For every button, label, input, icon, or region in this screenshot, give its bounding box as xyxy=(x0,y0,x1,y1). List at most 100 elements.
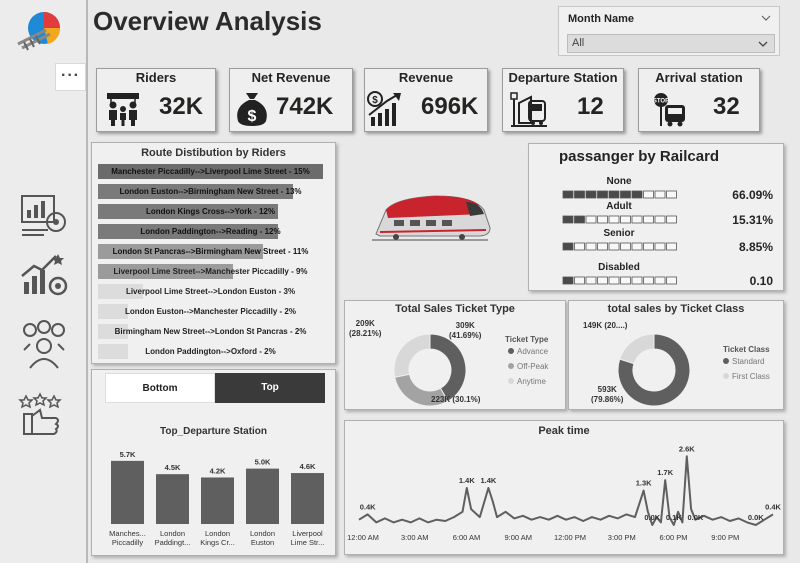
departure-bar-chart: 5.7KManches...Piccadilly4.5KLondonPaddin… xyxy=(109,450,325,547)
departure-category-label: London xyxy=(205,529,230,538)
slicer-dropdown[interactable]: All xyxy=(567,34,775,53)
route-row: London Euston-->Birmingham New Street - … xyxy=(98,184,323,199)
railcard-name: Senior xyxy=(603,228,635,239)
railcard-share-cell xyxy=(654,215,666,224)
route-label: London Euston-->Manchester Piccadilly - … xyxy=(125,307,296,316)
route-row: Liverpool Lime Street-->London Euston - … xyxy=(98,284,323,299)
departure-category-label: Piccadilly xyxy=(112,538,144,547)
route-bar xyxy=(98,224,278,239)
chart-title: passanger by Railcard xyxy=(559,148,720,165)
railcard-share-bar xyxy=(562,242,677,251)
route-bar xyxy=(98,304,128,319)
railcard-share-cell xyxy=(597,276,608,285)
train-illustration xyxy=(372,195,491,241)
month-name-slicer[interactable]: Month Name All xyxy=(558,6,780,56)
railcard-share-cell xyxy=(620,215,631,224)
slicer-selected-value: All xyxy=(572,37,585,49)
railcard-share-cell xyxy=(585,242,597,251)
x-tick-label: 12:00 PM xyxy=(554,533,586,542)
railcard-share-cell xyxy=(643,242,654,251)
railcard-share-cell xyxy=(562,242,574,251)
legend-title: Ticket Type xyxy=(505,335,549,344)
people-gear-icon[interactable] xyxy=(18,320,70,370)
railcard-share-cell xyxy=(631,215,643,224)
railcard-name: Adult xyxy=(606,201,632,212)
legend-item: First Class xyxy=(723,372,770,381)
departure-category-label: London xyxy=(160,529,185,538)
legend-item: Standard xyxy=(723,357,764,366)
departure-category-label: Liverpool xyxy=(292,529,323,538)
railcard-share-cell xyxy=(608,215,620,224)
railcard-share-bar xyxy=(562,190,677,199)
kpi-label: Departure Station xyxy=(508,70,618,85)
svg-text:STOP: STOP xyxy=(653,99,669,105)
chart-title: Total Sales Ticket Type xyxy=(395,303,515,315)
route-bar xyxy=(98,244,263,259)
route-bar xyxy=(98,284,143,299)
departure-data-label: 4.5K xyxy=(165,463,181,472)
peak-time-panel: Peak time 0.4K 1.4K 1.4K 1.3K 0.0K 1.7K 0.1K 2.… xyxy=(344,420,784,555)
kpi-value: 696K xyxy=(421,93,479,120)
legend-label: Advance xyxy=(517,347,549,356)
ticket-class-panel: total sales by Ticket Class 593K (79.86%… xyxy=(568,300,784,410)
peak-series-line xyxy=(358,455,774,526)
x-tick-label: 12:00 AM xyxy=(347,533,379,542)
peak-data-label: 2.6K xyxy=(679,444,695,453)
railcard-panel: passanger by Railcard None 66.09% Adult 15.… xyxy=(528,143,784,291)
railcard-value: 66.09% xyxy=(732,188,773,202)
railcard-share-cell xyxy=(643,190,654,199)
route-label: Liverpool Lime Street-->London Euston - … xyxy=(125,287,296,296)
legend-label: Off-Peak xyxy=(517,362,549,371)
railcard-share-cell xyxy=(585,190,597,199)
revenue-growth-icon: $ xyxy=(367,91,401,126)
route-bar xyxy=(98,264,233,279)
departure-category-label: Lime Str... xyxy=(291,538,325,547)
chevron-down-icon[interactable] xyxy=(761,15,771,21)
departure-bar xyxy=(291,473,324,524)
x-tick-label: 3:00 AM xyxy=(401,533,429,542)
more-options-button[interactable]: ··· xyxy=(55,63,86,91)
growth-chart-icon[interactable] xyxy=(18,250,70,300)
departure-station-icon xyxy=(510,92,547,127)
donut-data-label: 223K (30.1%) xyxy=(431,395,481,404)
kpi-departure-station: Departure Station 12 xyxy=(502,68,624,132)
route-row: London Euston-->Manchester Piccadilly - … xyxy=(98,304,323,319)
dashboard-analytics-icon[interactable] xyxy=(18,190,70,240)
top-toggle-button[interactable]: Top xyxy=(215,373,325,403)
legend-dot xyxy=(508,348,514,354)
peak-data-label: 1.3K xyxy=(636,479,652,488)
kpi-value: 12 xyxy=(577,93,604,120)
peak-data-label: 1.4K xyxy=(459,476,475,485)
money-bag-icon: $ xyxy=(237,93,267,126)
railcard-share-cell xyxy=(562,215,574,224)
route-label: Birmingham New Street-->London St Pancra… xyxy=(114,327,307,336)
peak-data-label: 1.4K xyxy=(480,476,496,485)
rating-thumbs-up-icon[interactable] xyxy=(18,388,70,438)
peak-data-label: 0.0K xyxy=(687,513,703,522)
railcard-share-cell xyxy=(631,242,643,251)
route-label: London Euston-->Birmingham New Street - … xyxy=(119,187,302,196)
railcard-value: 8.85% xyxy=(738,240,773,254)
bottom-toggle-button[interactable]: Bottom xyxy=(105,373,215,403)
route-label: London Kings Cross-->York - 12% xyxy=(146,207,275,216)
x-tick-label: 9:00 AM xyxy=(504,533,532,542)
railcard-share-cell xyxy=(608,242,620,251)
legend-title: Ticket Class xyxy=(723,345,770,354)
donut-slice xyxy=(617,333,691,407)
departure-data-label: 4.6K xyxy=(300,462,316,471)
railcard-share-cell xyxy=(562,190,574,199)
departure-bar xyxy=(246,468,279,524)
donut-slice xyxy=(619,333,655,365)
departure-data-label: 5.0K xyxy=(255,458,271,467)
legend-dot xyxy=(723,373,729,379)
route-row: Birmingham New Street-->London St Pancra… xyxy=(98,324,323,339)
departure-category-label: Kings Cr... xyxy=(200,538,235,547)
kpi-label: Net Revenue xyxy=(251,70,331,85)
railcard-share-cell xyxy=(597,215,608,224)
railcard-share-cell xyxy=(643,276,654,285)
route-bar xyxy=(98,324,128,339)
railcard-share-cell xyxy=(608,190,620,199)
svg-text:$: $ xyxy=(248,108,257,125)
railcard-share-bar xyxy=(562,215,677,224)
route-label: London St Pancras-->Birmingham New Stree… xyxy=(112,247,309,256)
